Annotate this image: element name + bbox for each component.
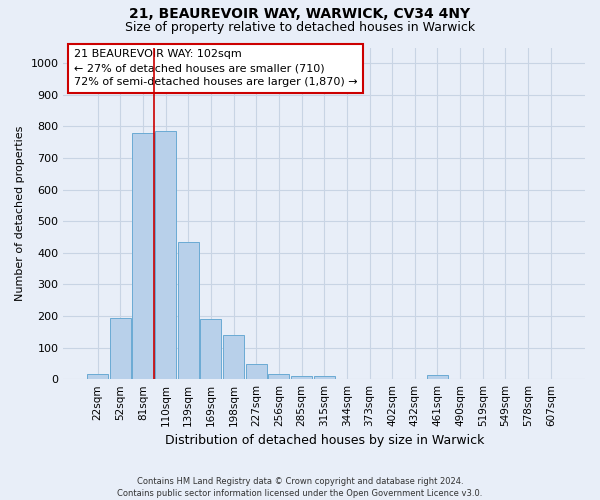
Bar bbox=[133, 134, 154, 379]
Bar bbox=[246, 364, 267, 379]
Bar bbox=[427, 376, 448, 379]
Bar bbox=[110, 318, 131, 379]
Text: 21 BEAUREVOIR WAY: 102sqm
← 27% of detached houses are smaller (710)
72% of semi: 21 BEAUREVOIR WAY: 102sqm ← 27% of detac… bbox=[74, 49, 358, 87]
Bar bbox=[178, 242, 199, 379]
Y-axis label: Number of detached properties: Number of detached properties bbox=[15, 126, 25, 301]
Text: 21, BEAUREVOIR WAY, WARWICK, CV34 4NY: 21, BEAUREVOIR WAY, WARWICK, CV34 4NY bbox=[130, 8, 470, 22]
Bar bbox=[87, 374, 108, 379]
Bar bbox=[155, 131, 176, 379]
Text: Contains HM Land Registry data © Crown copyright and database right 2024.
Contai: Contains HM Land Registry data © Crown c… bbox=[118, 476, 482, 498]
Bar bbox=[200, 319, 221, 379]
X-axis label: Distribution of detached houses by size in Warwick: Distribution of detached houses by size … bbox=[164, 434, 484, 448]
Bar bbox=[314, 376, 335, 379]
Bar bbox=[223, 335, 244, 379]
Bar bbox=[291, 376, 312, 379]
Text: Size of property relative to detached houses in Warwick: Size of property relative to detached ho… bbox=[125, 21, 475, 34]
Bar bbox=[268, 374, 289, 379]
